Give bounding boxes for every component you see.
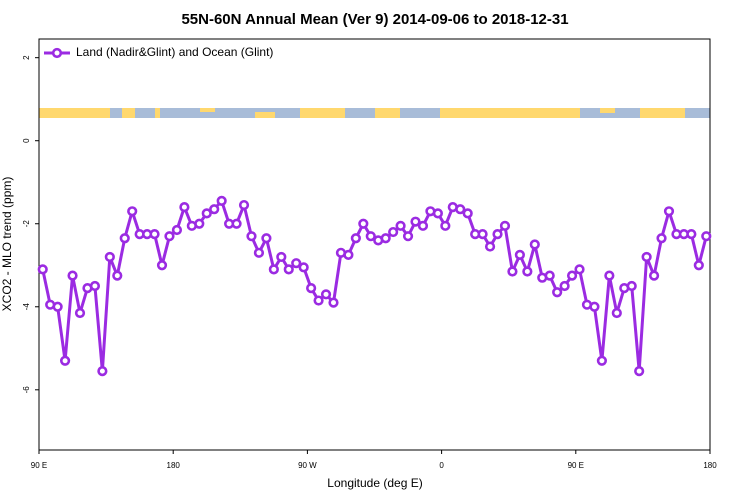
data-point <box>574 264 585 275</box>
data-point <box>701 231 712 242</box>
data-point <box>171 224 183 236</box>
x-tick-label: 0 <box>439 461 444 470</box>
data-point <box>291 258 302 269</box>
data-point <box>589 301 600 312</box>
data-point <box>209 204 220 215</box>
y-tick-label: 0 <box>22 138 31 143</box>
data-point <box>365 231 376 242</box>
legend-label: Land (Nadir&Glint) and Ocean (Glint) <box>76 45 273 59</box>
data-point <box>194 218 205 229</box>
data-point <box>298 262 309 273</box>
data-point <box>507 266 518 277</box>
data-point <box>656 233 667 244</box>
data-point <box>604 270 615 281</box>
data-point <box>276 251 287 263</box>
data-point <box>37 264 48 275</box>
x-tick-label: 180 <box>167 461 181 470</box>
y-tick-label: -4 <box>22 303 31 311</box>
data-point <box>74 307 86 319</box>
data-point <box>634 366 645 377</box>
data-point <box>514 249 525 260</box>
data-point <box>596 355 607 366</box>
data-point <box>201 208 212 219</box>
land-ocean-strip <box>39 108 710 118</box>
data-point <box>343 249 354 260</box>
data-line <box>41 199 708 373</box>
data-point <box>544 270 555 281</box>
x-tick-label: 90 E <box>568 461 584 470</box>
data-point <box>283 264 294 275</box>
data-point <box>320 289 332 300</box>
data-point <box>268 264 279 275</box>
data-point <box>253 247 265 258</box>
data-point <box>231 218 242 229</box>
y-tick-label: 2 <box>22 55 31 60</box>
plot-frame <box>38 38 711 451</box>
data-point <box>462 208 473 219</box>
data-point <box>313 295 324 306</box>
data-point <box>89 280 101 292</box>
x-tick-label: 90 W <box>298 461 317 470</box>
chart-title: 55N-60N Annual Mean (Ver 9) 2014-09-06 t… <box>181 11 568 28</box>
data-point <box>432 208 443 219</box>
data-point <box>641 251 652 263</box>
data-point <box>156 260 168 271</box>
data-point <box>492 229 503 240</box>
data-point <box>484 241 496 252</box>
y-tick-label: -2 <box>22 220 31 228</box>
data-point <box>246 231 257 242</box>
data-point <box>552 287 563 298</box>
data-point <box>477 229 488 240</box>
y-tick-label: -6 <box>22 386 31 394</box>
data-point <box>59 355 71 366</box>
data-point <box>67 270 78 281</box>
data-point <box>693 260 704 271</box>
data-point <box>440 220 451 231</box>
legend-marker <box>51 47 63 59</box>
data-point <box>104 251 115 263</box>
data-point <box>499 220 511 231</box>
data-point <box>261 233 272 244</box>
data-point <box>328 297 339 308</box>
data-point <box>559 280 570 292</box>
data-point <box>626 280 637 292</box>
data-point <box>119 233 130 244</box>
data-point <box>306 282 317 294</box>
data-point <box>127 206 138 217</box>
data-point <box>611 307 622 319</box>
data-point <box>216 195 227 207</box>
data-point <box>350 233 361 244</box>
data-point <box>380 233 391 244</box>
data-point <box>648 270 660 281</box>
data-point <box>388 226 399 238</box>
data-point <box>455 204 466 215</box>
data-point <box>417 220 429 231</box>
data-point <box>566 270 578 281</box>
data-point <box>112 270 123 281</box>
data-point <box>522 266 533 277</box>
data-point <box>410 216 421 227</box>
data-point <box>179 202 190 213</box>
x-axis-label: Longitude (deg E) <box>327 476 422 490</box>
data-point <box>529 239 540 250</box>
data-point <box>52 301 63 312</box>
data-point <box>395 220 406 231</box>
data-point <box>663 206 675 217</box>
data-point <box>164 231 175 242</box>
y-axis-label: XCO2 - MLO trend (ppm) <box>0 177 14 312</box>
x-tick-label: 180 <box>703 461 717 470</box>
data-point <box>358 218 369 229</box>
data-point <box>97 366 108 377</box>
x-tick-label: 90 E <box>31 461 47 470</box>
data-point <box>402 231 414 242</box>
data-point <box>238 199 250 211</box>
data-point <box>149 229 160 240</box>
data-point <box>686 229 697 240</box>
